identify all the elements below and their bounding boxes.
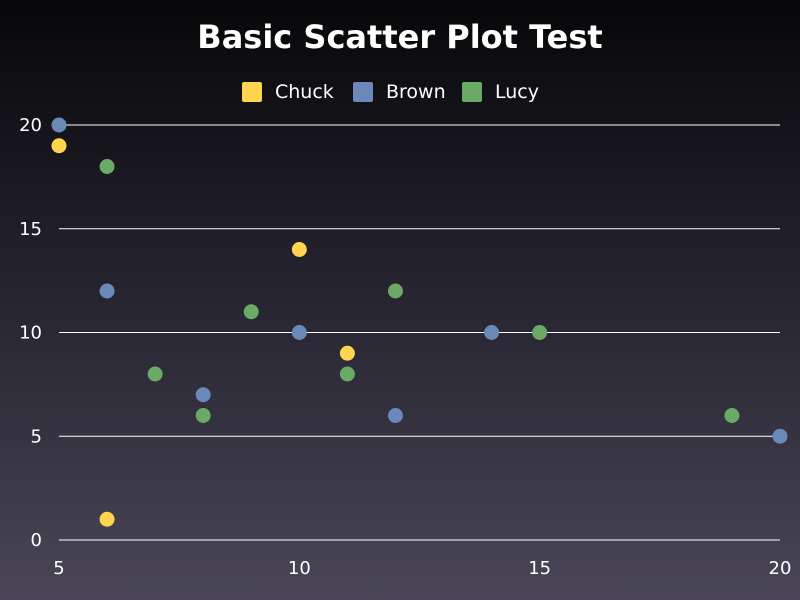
point-lucy-6-18[interactable] — [99, 159, 115, 174]
legend-item-chuck[interactable]: Chuck — [242, 80, 334, 104]
point-brown-20-5[interactable] — [772, 428, 788, 444]
x-tick-label-10: 10 — [288, 558, 311, 579]
legend-item-lucy[interactable]: Lucy — [462, 80, 539, 104]
data-points — [51, 117, 788, 527]
point-chuck-6-1[interactable] — [99, 511, 115, 527]
legend-label-brown: Brown — [386, 81, 446, 103]
point-brown-6-12[interactable] — [99, 283, 115, 299]
y-tick-label-10: 10 — [19, 323, 42, 344]
point-chuck-5-19[interactable] — [51, 138, 67, 154]
x-tick-label-15: 15 — [528, 558, 551, 579]
legend-label-chuck: Chuck — [275, 81, 334, 103]
gridlines — [59, 124, 780, 541]
legend-label-lucy: Lucy — [495, 81, 539, 103]
point-lucy-11-8[interactable] — [339, 366, 355, 382]
legend-swatch-chuck — [242, 82, 262, 102]
point-chuck-10-14[interactable] — [291, 242, 307, 257]
legend: Chuck Brown Lucy — [0, 80, 800, 104]
legend-item-brown[interactable]: Brown — [353, 80, 446, 104]
point-brown-14-10[interactable] — [484, 325, 500, 340]
point-brown-8-7[interactable] — [195, 387, 211, 403]
point-chuck-11-9[interactable] — [339, 345, 355, 361]
chart-title: Basic Scatter Plot Test — [197, 18, 603, 56]
point-lucy-19-6[interactable] — [724, 408, 740, 423]
y-tick-label-0: 0 — [31, 530, 42, 551]
x-tick-label-20: 20 — [769, 558, 792, 579]
point-lucy-8-6[interactable] — [195, 408, 211, 423]
y-tick-label-15: 15 — [19, 219, 42, 240]
legend-swatch-brown — [353, 82, 373, 102]
x-tick-label-5: 5 — [53, 558, 64, 579]
point-brown-10-10[interactable] — [291, 325, 307, 340]
point-lucy-9-11[interactable] — [243, 304, 259, 320]
point-lucy-12-12[interactable] — [387, 283, 403, 299]
y-tick-label-5: 5 — [31, 426, 42, 447]
point-brown-5-20[interactable] — [51, 117, 67, 133]
point-lucy-15-10[interactable] — [532, 325, 548, 340]
point-lucy-7-8[interactable] — [147, 366, 163, 382]
legend-swatch-lucy — [462, 82, 482, 102]
point-brown-12-6[interactable] — [387, 408, 403, 423]
y-tick-label-20: 20 — [19, 115, 42, 136]
